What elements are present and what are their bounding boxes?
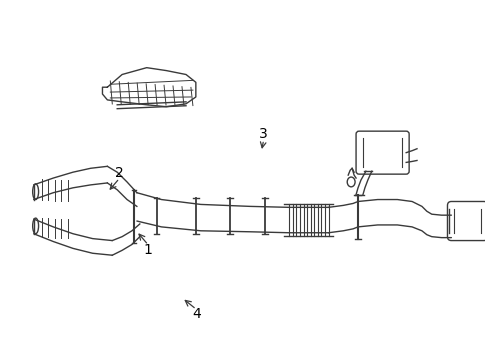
Text: 2: 2: [115, 166, 123, 180]
Text: 3: 3: [259, 127, 267, 141]
Text: 1: 1: [143, 243, 152, 257]
Text: 4: 4: [192, 307, 201, 321]
